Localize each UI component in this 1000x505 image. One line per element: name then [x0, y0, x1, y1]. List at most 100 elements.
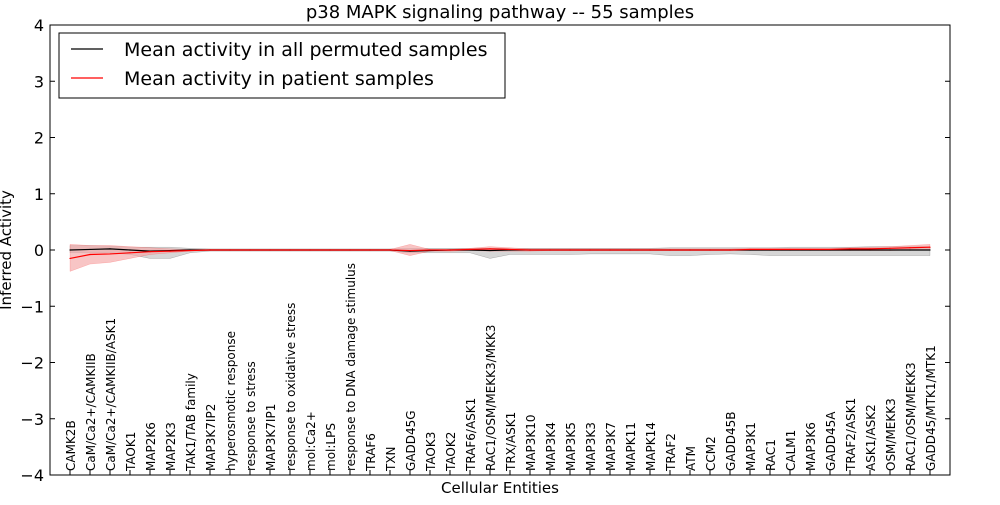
data-point-s1-19	[449, 249, 451, 251]
x-tick-label-2: CaM/Ca2+/CAMKIIB/ASK1	[104, 318, 118, 471]
x-tick-label-8: hyperosmotic response	[224, 331, 238, 471]
data-point-s1-2	[109, 253, 111, 255]
x-tick-label-9: response to stress	[244, 361, 258, 471]
data-point-s1-36	[789, 248, 791, 251]
x-tick-label-15: TRAF6	[364, 433, 378, 472]
data-point-s1-38	[829, 248, 831, 251]
series-lines	[69, 246, 931, 260]
data-point-s1-34	[749, 248, 751, 251]
y-axis: −4 −3 −2 −1 0 1 2 3 4	[20, 16, 950, 485]
data-point-s1-5	[169, 250, 171, 252]
data-point-s0-42	[909, 249, 911, 251]
x-tick-label-39: TRAF2/ASK1	[844, 398, 858, 472]
data-point-s1-21	[489, 248, 491, 250]
x-tick-label-0: CAMK2B	[64, 420, 78, 471]
data-point-s1-33	[729, 249, 731, 251]
x-tick-label-37: MAP3K6	[804, 422, 818, 471]
x-tick-label-10: MAP3K7IP1	[264, 404, 278, 471]
data-point-s1-39	[849, 248, 851, 250]
data-point-s1-1	[89, 253, 91, 256]
data-point-s1-4	[149, 251, 151, 253]
x-tick-label-29: MAPK14	[644, 422, 658, 471]
data-point-s0-41	[889, 249, 891, 251]
x-tick-label-3: TAOK1	[124, 432, 138, 472]
data-point-s1-6	[189, 249, 191, 252]
x-tick-label-13: mol:LPS	[324, 423, 338, 471]
data-point-s1-11	[289, 249, 291, 251]
x-tick-label-19: TAOK2	[444, 432, 458, 472]
series-line-1	[69, 246, 931, 260]
data-point-s1-16	[389, 249, 391, 251]
data-point-s1-30	[669, 249, 671, 251]
x-tick-label-26: MAP3K3	[584, 422, 598, 471]
confidence-band-0	[69, 245, 931, 259]
data-point-s1-27	[609, 249, 611, 251]
data-point-s0-39	[849, 249, 851, 251]
data-point-s0-40	[869, 249, 871, 251]
x-tick-label-38: GADD45A	[824, 411, 838, 471]
data-point-s0-43	[929, 249, 931, 251]
x-tick-label-30: TRAF2	[664, 433, 678, 472]
y-tick-label-7: 3	[34, 72, 44, 91]
x-tick-label-43: GADD45/MTK1/MTK1	[924, 345, 938, 471]
x-tick-label-32: CCM2	[704, 436, 718, 471]
x-tick-label-24: MAP3K4	[544, 422, 558, 471]
data-point-s0-0	[69, 249, 71, 251]
x-tick-label-1: CaM/Ca2+/CAMKIIB	[84, 353, 98, 471]
data-point-s1-25	[569, 249, 571, 251]
x-tick-label-42: RAC1/OSM/MEKK3	[904, 362, 918, 471]
x-tick-label-40: ASK1/ASK2	[864, 404, 878, 471]
data-point-s1-14	[349, 249, 351, 251]
legend-label-permuted: Mean activity in all permuted samples	[124, 39, 487, 61]
x-tick-label-12: mol:Ca2+	[304, 411, 318, 471]
x-tick-label-18: TAOK3	[424, 432, 438, 472]
y-tick-label-3: −1	[20, 297, 44, 316]
y-tick-label-8: 4	[34, 16, 44, 35]
x-tick-label-7: MAP3K7IP2	[204, 404, 218, 471]
x-tick-label-22: TRX/ASK1	[504, 412, 518, 472]
x-tick-label-17: GADD45G	[404, 410, 418, 471]
data-point-s1-24	[549, 249, 551, 251]
x-axis: CAMK2B CaM/Ca2+/CAMKIIB CaM/Ca2+/CAMKIIB/A…	[64, 263, 938, 475]
data-point-s1-42	[909, 247, 911, 249]
data-point-s1-23	[529, 249, 531, 251]
x-tick-label-5: MAP2K3	[164, 422, 178, 471]
data-point-s1-15	[369, 249, 371, 251]
data-point-s1-29	[649, 249, 651, 251]
x-tick-label-14: response to DNA damage stimulus	[344, 263, 358, 471]
data-point-s1-0	[69, 257, 71, 260]
x-tick-label-31: ATM	[684, 446, 698, 471]
x-tick-label-11: response to oxidative stress	[284, 303, 298, 471]
y-axis-label: Inferred Activity	[0, 190, 15, 310]
x-tick-label-25: MAP3K5	[564, 422, 578, 471]
data-point-s1-3	[129, 252, 131, 254]
data-point-s1-26	[589, 249, 591, 251]
data-point-s0-2	[109, 248, 111, 250]
y-tick-label-0: −4	[20, 466, 44, 485]
y-tick-label-4: 0	[34, 241, 44, 260]
legend: Mean activity in all permuted samples Me…	[58, 32, 506, 99]
x-tick-label-36: CALM1	[784, 430, 798, 471]
y-tick-label-2: −2	[20, 354, 44, 373]
data-point-s1-10	[269, 249, 271, 251]
data-point-s1-17	[409, 249, 411, 252]
y-tick-label-1: −3	[20, 410, 44, 429]
x-axis-label: Cellular Entities	[441, 479, 559, 497]
y-tick-label-6: 2	[34, 129, 44, 148]
data-point-s1-41	[889, 247, 891, 249]
x-tick-label-27: MAP3K7	[604, 422, 618, 471]
x-tick-label-21: RAC1/OSM/MEKK3/MKK3	[484, 325, 498, 471]
x-tick-label-23: MAP3K10	[524, 414, 538, 471]
x-tick-label-16: TXN	[384, 446, 398, 472]
data-point-s1-43	[929, 246, 931, 248]
data-point-s1-9	[249, 249, 251, 251]
data-point-s1-13	[329, 249, 331, 251]
data-point-s1-32	[709, 249, 711, 251]
data-point-s0-21	[489, 249, 491, 252]
chart-title: p38 MAPK signaling pathway -- 55 samples	[306, 2, 694, 23]
data-point-s1-40	[869, 248, 871, 250]
legend-box	[58, 32, 506, 99]
data-point-s1-31	[689, 249, 691, 251]
